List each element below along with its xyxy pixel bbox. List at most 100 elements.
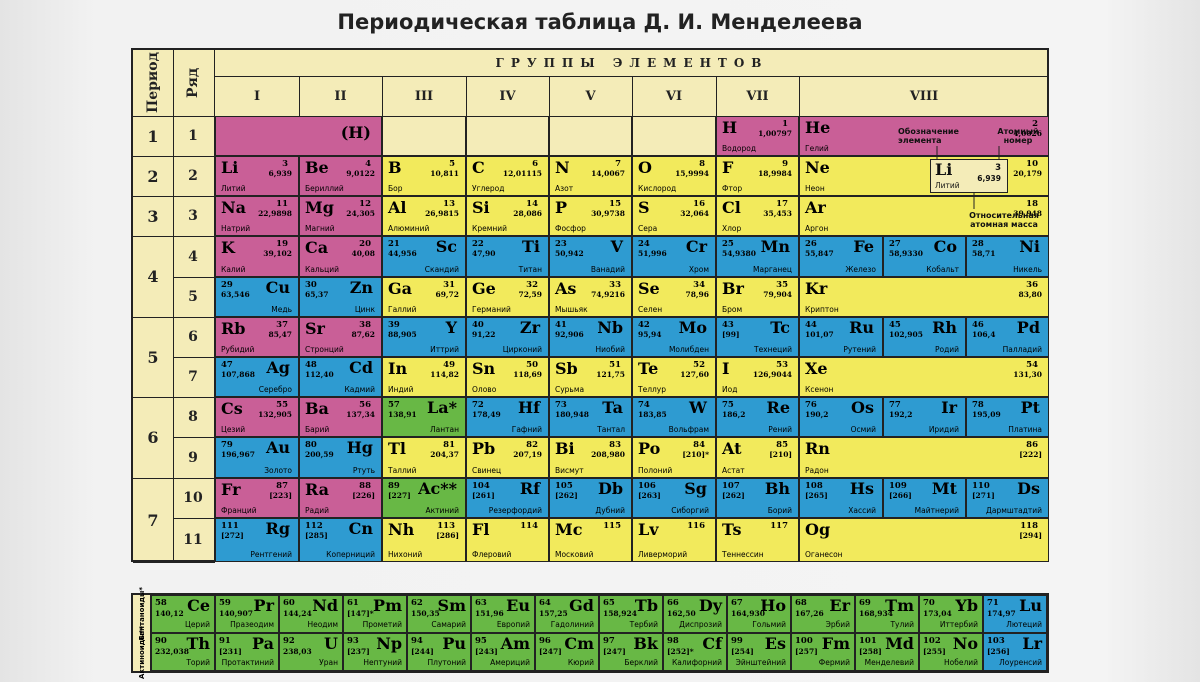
actinide-cell[interactable]: 102 [255] No Нобелий xyxy=(919,633,983,671)
element-cell[interactable]: O 8 15,9994 Кислород xyxy=(632,156,716,196)
element-cell[interactable]: Ga 31 69,72 Галлий xyxy=(382,277,466,317)
element-cell[interactable]: Sr 38 87,62 Стронций xyxy=(299,317,382,357)
actinide-cell[interactable]: 94 [244] Pu Плутоний xyxy=(407,633,471,671)
element-cell[interactable]: Nh 113 [286] Нихоний xyxy=(382,518,466,562)
actinide-cell[interactable]: 99 [254] Es Эйнштейний xyxy=(727,633,791,671)
element-cell[interactable]: Fe 26 55,847 Железо xyxy=(799,236,883,277)
element-cell[interactable] xyxy=(549,116,632,156)
element-cell[interactable]: Ts 117 Теннессин xyxy=(716,518,799,562)
element-cell[interactable]: Cs 55 132,905 Цезий xyxy=(215,397,299,437)
element-cell[interactable]: Og 118 [294] Оганесон xyxy=(799,518,1049,562)
element-cell[interactable]: Db 105 [262] Дубний xyxy=(549,478,632,518)
lanthanide-cell[interactable]: 66 162,50 Dy Диспрозий xyxy=(663,595,727,633)
element-cell[interactable]: Po 84 [210]* Полоний xyxy=(632,437,716,478)
element-cell[interactable]: Al 13 26,9815 Алюминий xyxy=(382,196,466,236)
element-cell[interactable]: Ac** 89 [227] Актиний xyxy=(382,478,466,518)
element-cell[interactable]: Li 3 6,939 Литий xyxy=(215,156,299,196)
element-cell[interactable]: Na 11 22,9898 Натрий xyxy=(215,196,299,236)
lanthanide-cell[interactable]: 58 140,12 Ce Церий xyxy=(151,595,215,633)
element-cell[interactable]: Pd 46 106,4 Палладий xyxy=(966,317,1049,357)
element-cell[interactable]: Tl 81 204,37 Таллий xyxy=(382,437,466,478)
element-cell[interactable]: Re 75 186,2 Рений xyxy=(716,397,799,437)
element-cell[interactable]: Lv 116 Ливерморий xyxy=(632,518,716,562)
element-cell[interactable]: Si 14 28,086 Кремний xyxy=(466,196,549,236)
lanthanide-cell[interactable]: 69 168,934 Tm Тулий xyxy=(855,595,919,633)
actinide-cell[interactable]: 100 [257] Fm Фермий xyxy=(791,633,855,671)
lanthanide-cell[interactable]: 59 140,907 Pr Празеодим xyxy=(215,595,279,633)
lanthanide-cell[interactable]: 61 [147]* Pm Прометий xyxy=(343,595,407,633)
element-cell[interactable]: La* 57 138,91 Лантан xyxy=(382,397,466,437)
element-cell[interactable]: Ti 22 47,90 Титан xyxy=(466,236,549,277)
lanthanide-cell[interactable]: 71 174,97 Lu Лютеций xyxy=(983,595,1047,633)
element-cell[interactable]: Kr 36 83,80 Криптон xyxy=(799,277,1049,317)
element-cell[interactable]: Fl 114 Флеровий xyxy=(466,518,549,562)
element-cell[interactable]: Bh 107 [262] Борий xyxy=(716,478,799,518)
lanthanide-cell[interactable]: 65 158,924 Tb Тербий xyxy=(599,595,663,633)
element-cell[interactable]: Mg 12 24,305 Магний xyxy=(299,196,382,236)
lanthanide-cell[interactable]: 63 151,96 Eu Европий xyxy=(471,595,535,633)
element-cell[interactable]: Zn 30 65,37 Цинк xyxy=(299,277,382,317)
element-cell[interactable]: H 1 1,00797 Водород xyxy=(716,116,799,156)
actinide-cell[interactable]: 93 [237] Np Нептуний xyxy=(343,633,407,671)
element-cell[interactable]: Hs 108 [265] Хассий xyxy=(799,478,883,518)
element-cell[interactable]: Co 27 58,9330 Кобальт xyxy=(883,236,966,277)
element-cell[interactable]: Sg 106 [263] Сиборгий xyxy=(632,478,716,518)
lanthanide-cell[interactable]: 67 164,930 Ho Гольмий xyxy=(727,595,791,633)
lanthanide-cell[interactable]: 64 157,25 Gd Гадолиний xyxy=(535,595,599,633)
element-cell[interactable]: Mn 25 54,9380 Марганец xyxy=(716,236,799,277)
element-cell[interactable]: Bi 83 208,980 Висмут xyxy=(549,437,632,478)
element-cell[interactable]: Br 35 79,904 Бром xyxy=(716,277,799,317)
element-cell[interactable]: Ra 88 [226] Радий xyxy=(299,478,382,518)
element-cell[interactable]: Mc 115 Московий xyxy=(549,518,632,562)
element-cell[interactable]: Se 34 78,96 Селен xyxy=(632,277,716,317)
actinide-cell[interactable]: 95 [243] Am Америций xyxy=(471,633,535,671)
element-cell[interactable]: Rb 37 85,47 Рубидий xyxy=(215,317,299,357)
element-cell[interactable]: Nb 41 92,906 Ниобий xyxy=(549,317,632,357)
element-cell[interactable]: Pt 78 195,09 Платина xyxy=(966,397,1049,437)
actinide-cell[interactable]: 103 [256] Lr Лоуренсий xyxy=(983,633,1047,671)
element-cell[interactable]: Ge 32 72,59 Германий xyxy=(466,277,549,317)
actinide-cell[interactable]: 96 [247] Cm Кюрий xyxy=(535,633,599,671)
element-cell[interactable]: At 85 [210] Астат xyxy=(716,437,799,478)
element-cell[interactable]: Cn 112 [285] Коперниций xyxy=(299,518,382,562)
element-cell[interactable]: Hf 72 178,49 Гафний xyxy=(466,397,549,437)
element-cell[interactable]: Ba 56 137,34 Барий xyxy=(299,397,382,437)
element-cell[interactable]: Ta 73 180,948 Тантал xyxy=(549,397,632,437)
element-cell[interactable]: Sc 21 44,956 Скандий xyxy=(382,236,466,277)
element-cell[interactable]: Zr 40 91,22 Цирконий xyxy=(466,317,549,357)
element-cell[interactable]: Rf 104 [261] Резерфордий xyxy=(466,478,549,518)
element-cell[interactable]: N 7 14,0067 Азот xyxy=(549,156,632,196)
element-cell[interactable]: Ag 47 107,868 Серебро xyxy=(215,357,299,397)
element-cell[interactable]: Y 39 88,905 Иттрий xyxy=(382,317,466,357)
element-cell[interactable]: Au 79 196,967 Золото xyxy=(215,437,299,478)
lanthanide-cell[interactable]: 62 150,35 Sm Самарий xyxy=(407,595,471,633)
element-cell[interactable]: Rh 45 102,905 Родий xyxy=(883,317,966,357)
element-cell[interactable]: Ni 28 58,71 Никель xyxy=(966,236,1049,277)
element-cell[interactable]: Os 76 190,2 Осмий xyxy=(799,397,883,437)
element-cell[interactable]: Be 4 9,0122 Бериллий xyxy=(299,156,382,196)
element-cell[interactable]: Ca 20 40,08 Кальций xyxy=(299,236,382,277)
element-cell[interactable]: Te 52 127,60 Теллур xyxy=(632,357,716,397)
element-cell[interactable]: Tc 43 [99] Технеций xyxy=(716,317,799,357)
lanthanide-cell[interactable]: 68 167,26 Er Эрбий xyxy=(791,595,855,633)
element-cell[interactable]: Ar 18 39,948 Аргон xyxy=(799,196,1049,236)
element-cell[interactable]: Xe 54 131,30 Ксенон xyxy=(799,357,1049,397)
element-cell[interactable]: K 19 39,102 Калий xyxy=(215,236,299,277)
element-cell[interactable]: W 74 183,85 Вольфрам xyxy=(632,397,716,437)
element-cell[interactable]: Cu 29 63,546 Медь xyxy=(215,277,299,317)
element-cell[interactable] xyxy=(466,116,549,156)
element-cell[interactable]: In 49 114,82 Индий xyxy=(382,357,466,397)
actinide-cell[interactable]: 97 [247] Bk Берклий xyxy=(599,633,663,671)
element-cell[interactable]: Ir 77 192,2 Иридий xyxy=(883,397,966,437)
element-cell[interactable]: Sb 51 121,75 Сурьма xyxy=(549,357,632,397)
actinide-cell[interactable]: 98 [252]* Cf Калифорний xyxy=(663,633,727,671)
element-cell[interactable]: F 9 18,9984 Фтор xyxy=(716,156,799,196)
actinide-cell[interactable]: 92 238,03 U Уран xyxy=(279,633,343,671)
element-cell[interactable]: He 2 4,0026 Гелий xyxy=(799,116,1049,156)
element-cell[interactable]: As 33 74,9216 Мышьяк xyxy=(549,277,632,317)
element-cell[interactable]: Mo 42 95,94 Молибден xyxy=(632,317,716,357)
element-cell[interactable]: C 6 12,01115 Углерод xyxy=(466,156,549,196)
element-cell[interactable]: Cl 17 35,453 Хлор xyxy=(716,196,799,236)
actinide-cell[interactable]: 101 [258] Md Менделевий xyxy=(855,633,919,671)
element-cell[interactable]: Mt 109 [266] Майтнерий xyxy=(883,478,966,518)
